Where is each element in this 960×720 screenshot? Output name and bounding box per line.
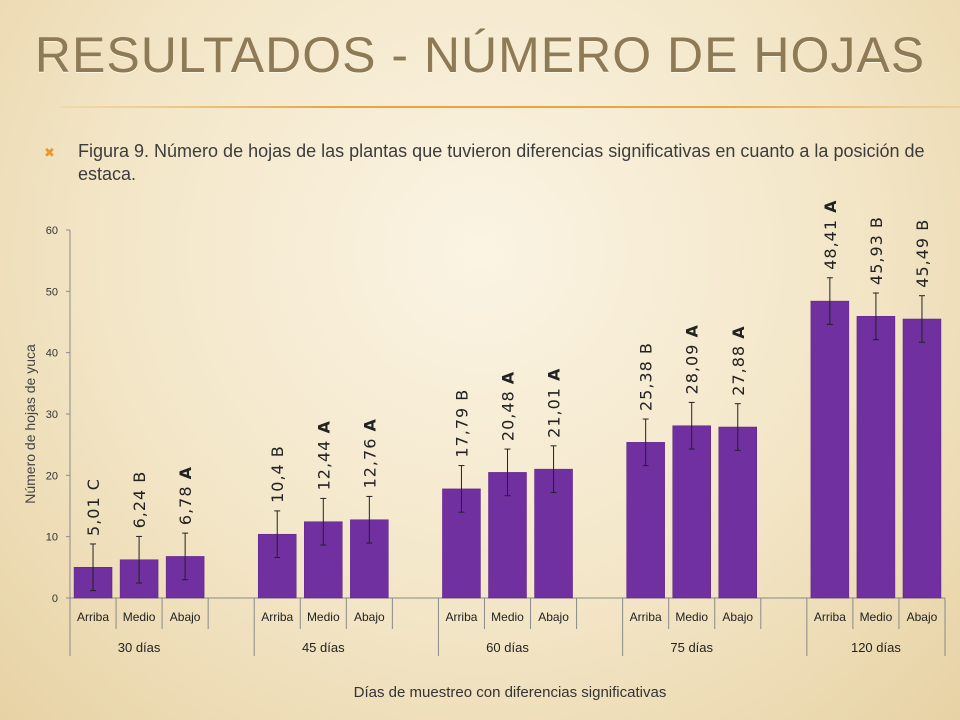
x-axis-label: Días de muestreo con diferencias signifi…: [354, 684, 667, 701]
x-category-label: Abajo: [354, 610, 385, 624]
bar: [626, 442, 665, 599]
slide-title: Resultados - Número de hojas: [34, 27, 926, 83]
x-category-label: Arriba: [261, 610, 293, 624]
x-category-label: Arriba: [77, 610, 109, 624]
significance-letter: A: [176, 466, 195, 479]
data-label: 27,88 A: [729, 325, 748, 395]
data-label: 25,38 B: [637, 342, 656, 411]
x-category-label: Medio: [307, 610, 340, 624]
x-group-label: 45 días: [302, 640, 345, 655]
significance-letter: A: [314, 420, 333, 433]
x-category-label: Medio: [491, 610, 524, 624]
data-label: 12,44 A: [314, 420, 333, 490]
x-group-label: 30 días: [118, 640, 161, 655]
y-tick-label: 60: [46, 225, 58, 237]
title-underline: [60, 106, 960, 108]
significance-letter: A: [545, 368, 564, 381]
significance-letter: A: [821, 199, 840, 212]
significance-letter: B: [452, 389, 471, 401]
x-category-label: Arriba: [445, 610, 477, 624]
x-bullet-icon: ✖: [44, 145, 55, 160]
y-tick-label: 20: [46, 470, 58, 482]
y-tick-label: 30: [46, 409, 58, 421]
significance-letter: B: [913, 219, 932, 231]
data-label: 45,49 B: [913, 219, 932, 288]
data-label: 48,41 A: [821, 199, 840, 269]
data-label: 28,09 A: [683, 324, 702, 394]
x-group-label: 60 días: [486, 640, 529, 655]
x-category-label: Arriba: [630, 610, 662, 624]
y-axis-label: Número de hojas de yuca: [22, 344, 38, 504]
significance-letter: A: [360, 418, 379, 431]
data-label: 6,78 A: [176, 466, 195, 525]
bar: [902, 318, 942, 599]
bar: [672, 425, 711, 599]
bar: [718, 426, 758, 599]
significance-letter: B: [130, 471, 149, 483]
data-label: 5,01 C: [84, 478, 103, 536]
x-category-label: Abajo: [722, 610, 753, 624]
data-label: 17,79 B: [452, 389, 471, 458]
y-tick-label: 10: [46, 532, 58, 544]
y-tick-label: 40: [46, 348, 58, 360]
x-group-label: 75 días: [670, 640, 713, 655]
figure-caption: Figura 9. Número de hojas de las plantas…: [78, 141, 925, 184]
data-label: 6,24 B: [130, 471, 149, 529]
significance-letter: A: [729, 325, 748, 338]
data-label: 10,4 B: [268, 445, 287, 503]
y-tick-label: 0: [52, 593, 58, 605]
data-label: 45,93 B: [867, 216, 886, 285]
bar: [856, 316, 896, 599]
significance-letter: A: [499, 371, 518, 384]
significance-letter: B: [268, 445, 287, 457]
significance-letter: C: [84, 478, 103, 490]
data-label: 21,01 A: [545, 368, 564, 438]
x-category-label: Medio: [860, 610, 893, 624]
x-category-label: Arriba: [814, 610, 846, 624]
data-label: 20,48 A: [499, 371, 518, 441]
x-category-label: Medio: [123, 610, 156, 624]
x-category-label: Abajo: [907, 610, 938, 624]
significance-letter: A: [683, 324, 702, 337]
x-group-label: 120 días: [851, 640, 901, 655]
x-category-label: Abajo: [538, 610, 569, 624]
data-label: 12,76 A: [360, 418, 379, 488]
y-tick-label: 50: [46, 286, 58, 298]
x-category-label: Abajo: [170, 610, 201, 624]
significance-letter: B: [637, 342, 656, 354]
bar: [810, 300, 850, 599]
significance-letter: B: [867, 216, 886, 228]
x-category-label: Medio: [675, 610, 708, 624]
